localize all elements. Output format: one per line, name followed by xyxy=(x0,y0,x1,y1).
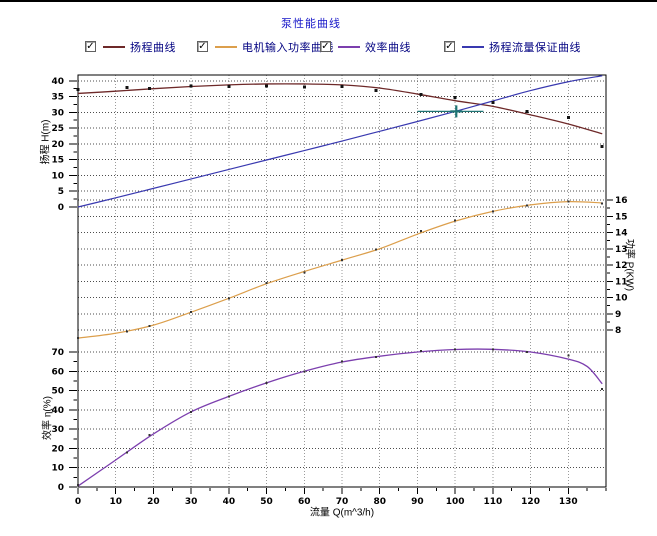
svg-text:14: 14 xyxy=(615,229,628,239)
svg-text:10: 10 xyxy=(51,464,64,474)
svg-text:10: 10 xyxy=(51,171,64,181)
svg-text:11: 11 xyxy=(615,277,628,287)
svg-text:20: 20 xyxy=(51,444,64,454)
svg-text:16: 16 xyxy=(615,196,628,206)
legend-checkbox-head-curve[interactable]: ✓ xyxy=(85,41,96,52)
svg-text:0: 0 xyxy=(75,497,81,507)
svg-text:20: 20 xyxy=(147,497,160,507)
svg-text:50: 50 xyxy=(260,497,273,507)
svg-text:70: 70 xyxy=(51,348,64,358)
legend-label-guarantee-curve: 扬程流量保证曲线 xyxy=(489,41,581,54)
svg-text:100: 100 xyxy=(446,497,465,507)
svg-text:15: 15 xyxy=(51,156,64,166)
curve xyxy=(77,83,603,135)
efficiency-curve-line-icon xyxy=(338,45,360,48)
svg-text:5: 5 xyxy=(58,187,64,197)
svg-text:80: 80 xyxy=(373,497,386,507)
svg-text:20: 20 xyxy=(51,140,64,150)
axis-title-power: 功率 P(KW) xyxy=(623,238,635,292)
svg-text:30: 30 xyxy=(185,497,198,507)
guarantee-curve-line-icon xyxy=(462,45,484,48)
svg-text:40: 40 xyxy=(223,497,236,507)
svg-text:35: 35 xyxy=(51,93,64,103)
legend-label-efficiency-curve: 效率曲线 xyxy=(365,41,411,54)
legend-item-efficiency-curve: ✓ 效率曲线 xyxy=(320,40,411,54)
power-curve-line-icon xyxy=(215,45,237,48)
svg-text:30: 30 xyxy=(51,108,64,118)
svg-text:120: 120 xyxy=(521,497,540,507)
top-border-line xyxy=(0,0,657,2)
axis-title-efficiency: 效率 η(%) xyxy=(42,396,54,440)
svg-text:60: 60 xyxy=(51,367,64,377)
svg-text:50: 50 xyxy=(51,387,64,397)
svg-text:8: 8 xyxy=(615,326,621,336)
svg-text:0: 0 xyxy=(58,203,64,213)
svg-text:30: 30 xyxy=(51,425,64,435)
svg-text:12: 12 xyxy=(615,261,628,271)
legend-item-power-curve: ✓ 电机输入功率曲线 xyxy=(197,40,334,54)
svg-text:13: 13 xyxy=(615,245,628,255)
svg-text:40: 40 xyxy=(51,77,64,87)
head-curve-line-icon xyxy=(103,45,125,48)
legend-label-head-curve: 扬程曲线 xyxy=(130,41,176,54)
svg-text:25: 25 xyxy=(51,124,64,134)
axis-title-flow: 流量 Q(m^3/h) xyxy=(309,507,375,519)
legend-label-power-curve: 电机输入功率曲线 xyxy=(242,41,334,54)
svg-text:15: 15 xyxy=(615,212,628,222)
curve xyxy=(77,75,603,208)
legend-item-guarantee-curve: ✓ 扬程流量保证曲线 xyxy=(444,40,581,54)
svg-text:40: 40 xyxy=(51,406,64,416)
svg-text:70: 70 xyxy=(336,497,349,507)
svg-text:10: 10 xyxy=(109,497,122,507)
svg-text:130: 130 xyxy=(559,497,578,507)
svg-text:0: 0 xyxy=(58,483,64,493)
curve xyxy=(77,348,603,487)
axis-title-head: 扬程 H(m) xyxy=(40,119,52,165)
svg-text:10: 10 xyxy=(615,294,628,304)
legend-item-head-curve: ✓ 扬程曲线 xyxy=(85,40,176,54)
svg-text:9: 9 xyxy=(615,310,621,320)
svg-text:60: 60 xyxy=(298,497,311,507)
legend-checkbox-efficiency-curve[interactable]: ✓ xyxy=(320,41,331,52)
svg-text:90: 90 xyxy=(411,497,424,507)
page-title: 泵性能曲线 xyxy=(281,18,341,30)
curve xyxy=(77,200,603,339)
legend-checkbox-guarantee-curve[interactable]: ✓ xyxy=(444,41,455,52)
svg-text:110: 110 xyxy=(483,497,502,507)
legend-checkbox-power-curve[interactable]: ✓ xyxy=(197,41,208,52)
